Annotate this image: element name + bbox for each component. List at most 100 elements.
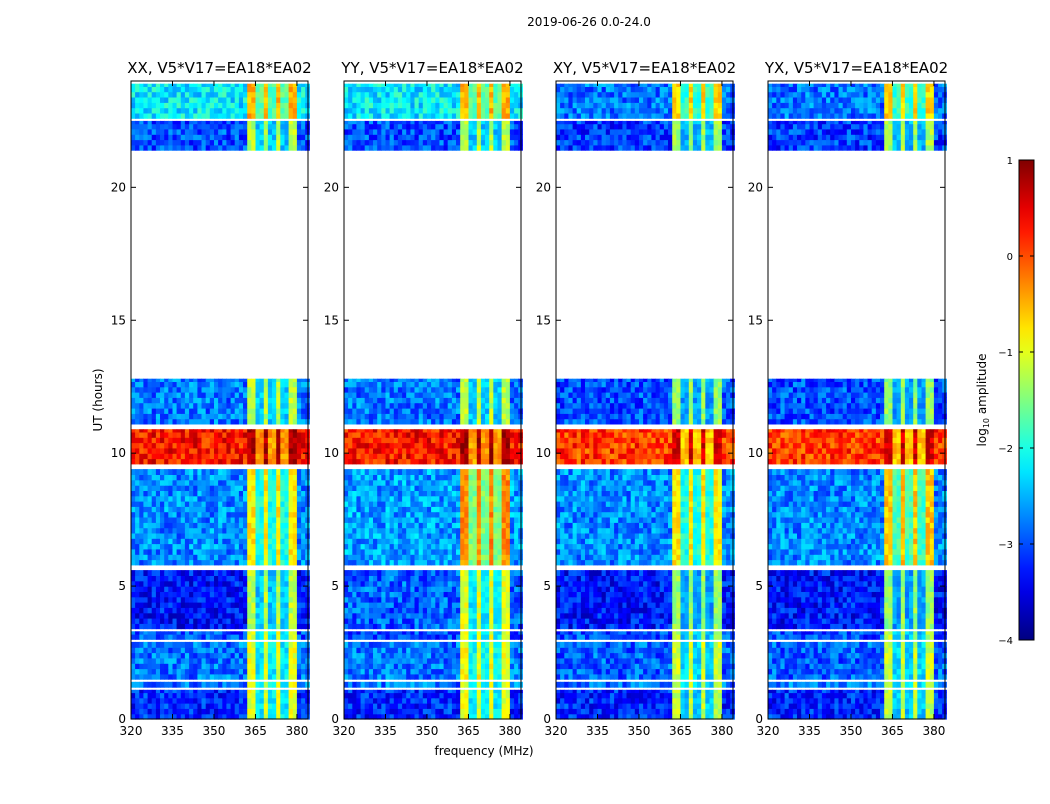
heatmap-cell [293, 129, 298, 135]
heatmap-cell [452, 496, 457, 502]
heatmap-cell [160, 597, 165, 603]
heatmap-cell [289, 631, 294, 634]
heatmap-cell [160, 549, 165, 555]
heatmap-cell [177, 392, 182, 398]
heatmap-cell [251, 453, 256, 459]
heatmap-cell [498, 663, 503, 669]
heatmap-cell [272, 669, 277, 675]
heatmap-cell [218, 570, 223, 576]
x-tick-label: 320 [120, 724, 143, 738]
heatmap-cell [160, 134, 165, 140]
heatmap-cell [285, 692, 290, 698]
heatmap-cell [173, 448, 178, 454]
heatmap-cell [214, 84, 219, 87]
heatmap-cell [452, 544, 457, 550]
heatmap-cell [427, 631, 432, 634]
heatmap-cell [373, 501, 378, 507]
heatmap-cell [143, 647, 148, 653]
heatmap-cell [285, 501, 290, 507]
heatmap-cell [131, 533, 136, 539]
heatmap-cell [398, 658, 403, 664]
heatmap-cell [444, 533, 449, 539]
heatmap-cell [410, 517, 415, 523]
heatmap-cell [276, 134, 281, 140]
heatmap-cell [243, 544, 248, 550]
heatmap-cell [439, 528, 444, 534]
heatmap-cell [285, 698, 290, 704]
heatmap-cell [464, 698, 469, 704]
heatmap-cell [197, 613, 202, 619]
heatmap-cell [373, 663, 378, 669]
heatmap-cell [251, 397, 256, 403]
heatmap-cell [206, 602, 211, 608]
heatmap-cell [222, 397, 227, 403]
heatmap-cell [485, 490, 490, 496]
heatmap-cell [390, 490, 395, 496]
heatmap-cell [514, 634, 519, 640]
heatmap-cell [369, 586, 374, 592]
heatmap-cell [361, 538, 366, 544]
heatmap-cell [485, 653, 490, 659]
heatmap-cell [235, 602, 240, 608]
heatmap-cell [226, 459, 231, 465]
heatmap-cell [493, 533, 498, 539]
heatmap-cell [206, 653, 211, 659]
heatmap-cell [452, 597, 457, 603]
heatmap-cell [435, 517, 440, 523]
heatmap-cell [160, 381, 165, 387]
heatmap-cell [410, 560, 415, 566]
heatmap-cell [373, 623, 378, 629]
heatmap-cell [164, 690, 169, 693]
heatmap-cell [206, 647, 211, 653]
heatmap-cell [143, 663, 148, 669]
heatmap-cell [239, 674, 244, 680]
heatmap-cell [373, 591, 378, 597]
heatmap-cell [289, 437, 294, 443]
heatmap-cell [222, 469, 227, 475]
heatmap-cell [185, 692, 190, 698]
heatmap-cell [239, 485, 244, 491]
heatmap-cell [206, 84, 211, 87]
heatmap-cell [251, 379, 256, 382]
heatmap-cell [419, 708, 424, 714]
heatmap-cell [239, 698, 244, 704]
heatmap-cell [301, 403, 306, 409]
heatmap-cell [214, 121, 219, 124]
heatmap-cell [415, 591, 420, 597]
heatmap-cell [406, 623, 411, 629]
heatmap-cell [506, 631, 511, 634]
heatmap-cell [427, 517, 432, 523]
heatmap-cell [152, 512, 157, 518]
heatmap-cell [218, 145, 223, 151]
heatmap-cell [410, 490, 415, 496]
heatmap-cell [439, 538, 444, 544]
heatmap-cell [510, 674, 515, 680]
heatmap-cell [143, 597, 148, 603]
heatmap-cell [352, 682, 357, 688]
heatmap-cell [202, 663, 207, 669]
heatmap-cell [197, 381, 202, 387]
heatmap-cell [280, 113, 285, 119]
heatmap-cell [276, 469, 281, 475]
heatmap-cell [498, 698, 503, 704]
heatmap-cell [202, 432, 207, 438]
heatmap-cell [301, 602, 306, 608]
heatmap-cell [272, 102, 277, 108]
heatmap-cell [206, 448, 211, 454]
heatmap-cell [135, 397, 140, 403]
heatmap-cell [185, 134, 190, 140]
heatmap-cell [285, 575, 290, 581]
heatmap-cell [377, 682, 382, 688]
heatmap-cell [152, 387, 157, 393]
heatmap-cell [365, 517, 370, 523]
heatmap-cell [410, 522, 415, 528]
heatmap-cell [156, 554, 161, 560]
heatmap-cell [498, 554, 503, 560]
heatmap-cell [222, 124, 227, 130]
heatmap-cell [156, 392, 161, 398]
heatmap-cell [251, 496, 256, 502]
heatmap-cell [139, 698, 144, 704]
heatmap-cell [344, 496, 349, 502]
heatmap-cell [410, 658, 415, 664]
